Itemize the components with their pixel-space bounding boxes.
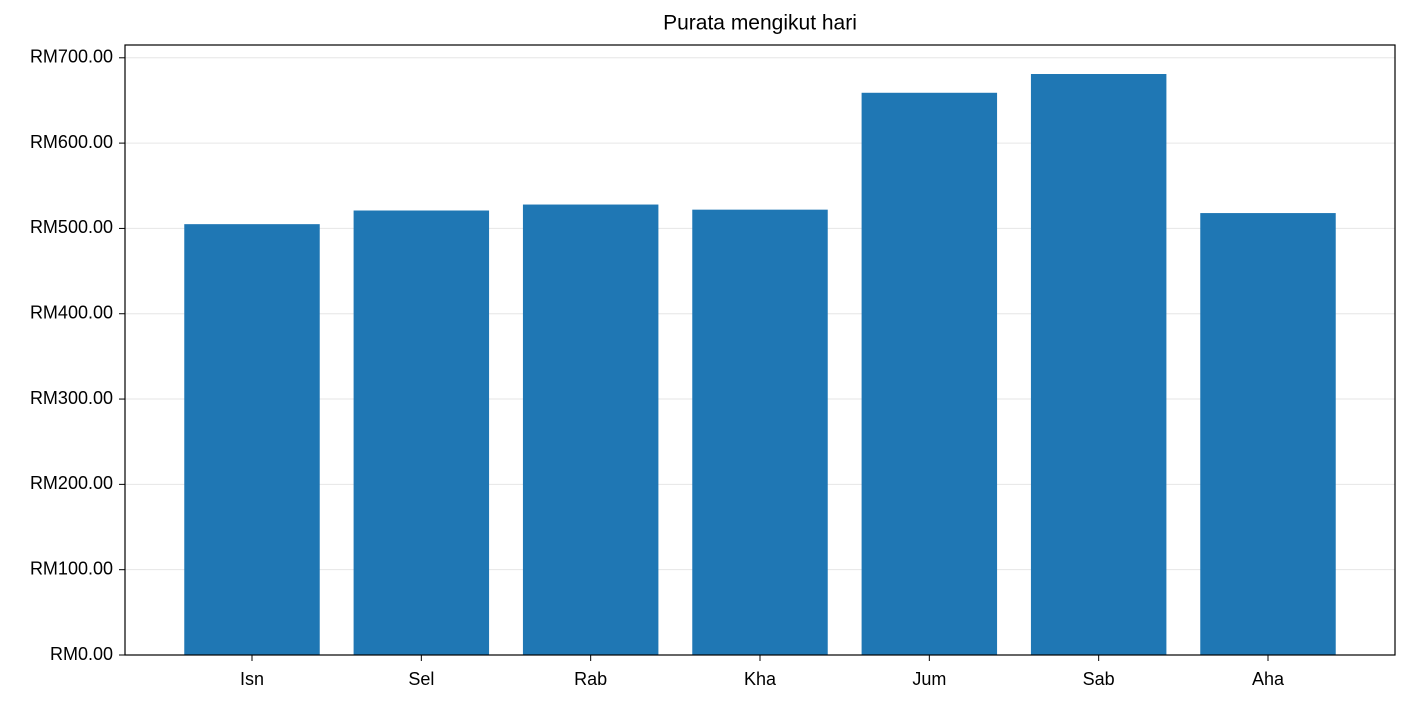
bar (861, 92, 998, 655)
y-tick-label: RM100.00 (30, 558, 113, 578)
y-tick-label: RM200.00 (30, 473, 113, 493)
x-tick-label: Sab (1083, 669, 1115, 689)
x-tick-label: Isn (240, 669, 264, 689)
bar (692, 209, 828, 655)
x-tick-label: Rab (574, 669, 607, 689)
bar (184, 224, 320, 656)
x-tick-label: Sel (408, 669, 434, 689)
bar (1030, 74, 1167, 655)
y-tick-label: RM600.00 (30, 132, 113, 152)
x-tick-label: Jum (912, 669, 946, 689)
x-tick-label: Kha (744, 669, 777, 689)
x-tick-label: Aha (1252, 669, 1285, 689)
chart-title: Purata mengikut hari (663, 12, 857, 35)
bar (1200, 213, 1336, 655)
bar (353, 210, 490, 655)
y-tick-label: RM500.00 (30, 217, 113, 237)
y-tick-label: RM0.00 (50, 644, 113, 664)
y-tick-label: RM400.00 (30, 302, 113, 322)
bar (522, 204, 659, 656)
y-tick-label: RM300.00 (30, 388, 113, 408)
y-tick-label: RM700.00 (30, 47, 113, 67)
